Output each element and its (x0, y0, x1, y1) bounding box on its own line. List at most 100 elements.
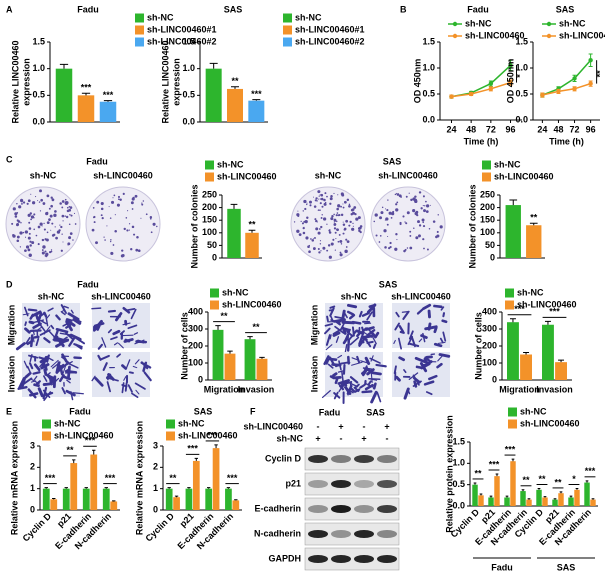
colony (404, 221, 406, 223)
image-title: SAS (383, 156, 402, 166)
cell (55, 314, 61, 321)
legend-marker (546, 33, 552, 39)
cell (27, 308, 38, 312)
cell (128, 371, 134, 374)
cell (91, 307, 102, 310)
cell (22, 313, 30, 316)
blot-protein: N-cadherin (254, 528, 301, 538)
legend-marker (452, 21, 458, 27)
colony (385, 208, 387, 210)
panel-letter: E (6, 406, 12, 416)
y-tick-label: 1.5 (452, 436, 465, 446)
image-column-label: sh-NC (38, 291, 65, 301)
cell (335, 336, 340, 343)
colony (51, 198, 55, 202)
colony (422, 195, 425, 198)
cell (401, 310, 410, 313)
cell (119, 330, 125, 335)
colony (324, 192, 327, 195)
legend-label: sh-LINC00460 (517, 299, 577, 309)
error-bar (214, 444, 218, 449)
cell (415, 365, 423, 369)
colony (128, 229, 130, 231)
colony (16, 223, 19, 227)
cell (361, 336, 368, 341)
colony (125, 217, 128, 219)
colony (16, 239, 20, 243)
y-tick-label: 1.0 (32, 63, 45, 73)
colony (384, 219, 386, 221)
y-axis-label: expression (21, 58, 31, 106)
cell (398, 325, 405, 333)
image-column-label: sh-NC (30, 170, 57, 180)
cell (135, 389, 140, 395)
colony (343, 200, 347, 204)
colony (110, 239, 112, 241)
blot-lane-sign: - (363, 421, 366, 431)
colony (414, 195, 417, 198)
cell (353, 386, 360, 393)
cell (323, 355, 330, 366)
colony (12, 207, 16, 211)
colony (337, 194, 339, 196)
colony (334, 220, 337, 222)
cell (442, 312, 446, 318)
x-tick-label: 48 (553, 124, 563, 134)
x-tick-label: 48 (466, 124, 476, 134)
cell (23, 360, 28, 369)
cell (121, 382, 125, 394)
error-bar (103, 100, 113, 102)
cell (35, 337, 40, 346)
cell (58, 365, 64, 376)
cell (132, 365, 138, 369)
bar (494, 476, 500, 506)
blot-band (354, 530, 374, 538)
colony (312, 238, 314, 240)
significance-label: ** (474, 468, 482, 478)
bar (212, 329, 224, 380)
cell (33, 319, 45, 323)
colony (314, 236, 316, 239)
colony (152, 222, 156, 226)
colony (396, 239, 398, 241)
x-tick-label: 96 (506, 124, 516, 134)
colony (426, 248, 429, 251)
cell (412, 374, 420, 386)
cell (425, 391, 433, 396)
bar (55, 68, 73, 122)
cell (33, 383, 40, 388)
cell (334, 320, 341, 326)
legend-label: sh-LINC00460 (494, 171, 554, 181)
error-bar (259, 356, 265, 359)
cell (329, 305, 336, 309)
bar (472, 484, 478, 506)
colony (340, 243, 343, 245)
bar (256, 358, 268, 380)
error-bar (84, 487, 88, 489)
cell (62, 323, 68, 327)
error-bar (511, 458, 515, 462)
cell (72, 392, 84, 395)
colony (22, 231, 25, 234)
cell (52, 375, 57, 389)
y-axis-label: Relative mRNA expression (9, 421, 19, 535)
cell (61, 361, 69, 369)
point (449, 94, 454, 99)
cell (358, 310, 363, 318)
significance-label: *** (187, 444, 198, 454)
cell (327, 363, 334, 369)
colony (319, 209, 321, 211)
cell (332, 331, 341, 337)
colony (116, 203, 120, 207)
cell (441, 319, 448, 324)
colony (323, 198, 326, 202)
cell (343, 327, 351, 332)
colony (428, 228, 431, 230)
cell (61, 336, 68, 342)
cell (416, 308, 424, 315)
colony (296, 229, 300, 233)
colony (380, 211, 384, 215)
image-column-label: sh-NC (315, 170, 342, 180)
colony (60, 225, 63, 229)
legend-swatch (482, 160, 491, 170)
